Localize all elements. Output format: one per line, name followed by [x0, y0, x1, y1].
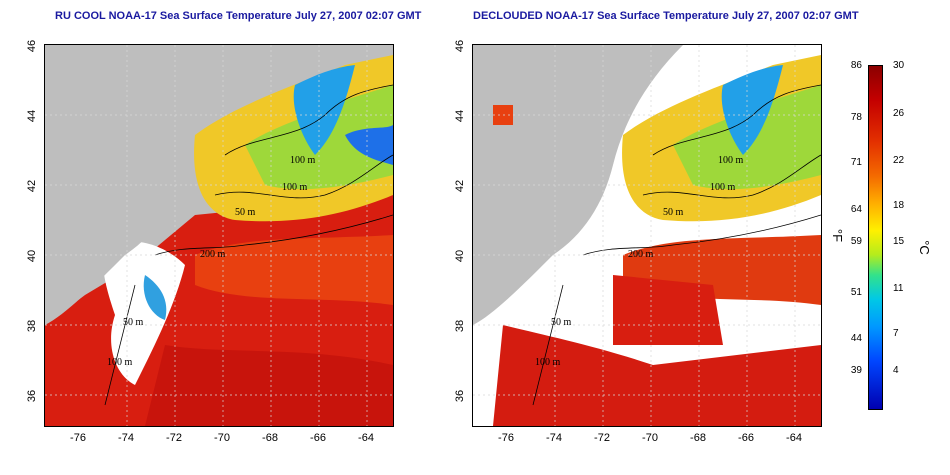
depth-contour-100m-north — [652, 84, 821, 156]
celsius-tick: 26 — [893, 108, 905, 119]
lon-tick-label: -64 — [358, 432, 374, 444]
lat-tick-label: 46 — [454, 39, 466, 53]
fahrenheit-tick: 64 — [850, 204, 862, 215]
fahrenheit-tick: 59 — [850, 236, 862, 247]
left-map-canvas: 100 m 100 m 50 m 200 m 100 m 50 m — [45, 45, 393, 426]
lon-tick-label: -76 — [498, 432, 514, 444]
coastal-cool-patch — [143, 275, 167, 320]
lon-tick-label: -68 — [262, 432, 278, 444]
lon-tick-label: -64 — [786, 432, 802, 444]
gulf-stream-region — [195, 235, 393, 305]
lat-tick-label: 42 — [454, 179, 466, 193]
celsius-tick: 22 — [893, 155, 905, 166]
offshore-warm-region — [145, 345, 393, 426]
lon-tick-label: -66 — [310, 432, 326, 444]
fahrenheit-tick: 51 — [850, 287, 862, 298]
lon-tick-label: -74 — [546, 432, 562, 444]
lon-tick-label: -72 — [166, 432, 182, 444]
lon-tick-label: -68 — [690, 432, 706, 444]
lat-tick-label: 44 — [26, 109, 38, 123]
depth-contour-200m — [154, 214, 393, 256]
lat-tick-label: 36 — [454, 389, 466, 403]
contour-label: 100 m — [710, 182, 736, 193]
contour-label: 200 m — [200, 249, 226, 260]
contour-label: 50 m — [663, 207, 684, 218]
lat-tick-label: 38 — [454, 319, 466, 333]
lon-tick-label: -74 — [118, 432, 134, 444]
contour-label: 100 m — [282, 182, 308, 193]
cloud-region — [103, 241, 185, 385]
lon-tick-label: -70 — [642, 432, 658, 444]
lat-tick-label: 44 — [454, 109, 466, 123]
lat-tick-label: 40 — [454, 249, 466, 263]
contour-label: 100 m — [535, 357, 561, 368]
celsius-unit-label: °C — [916, 240, 932, 255]
contour-label: 100 m — [718, 155, 744, 166]
fahrenheit-tick: 86 — [850, 60, 862, 71]
depth-contour-200m — [582, 214, 821, 256]
contour-label: 50 m — [551, 317, 572, 328]
contour-label: 50 m — [235, 207, 256, 218]
left-map-title: RU COOL NOAA-17 Sea Surface Temperature … — [55, 10, 422, 22]
fahrenheit-tick: 78 — [850, 112, 862, 123]
lon-tick-label: -72 — [594, 432, 610, 444]
warm-ocean-region — [613, 275, 723, 345]
graticule — [45, 45, 393, 426]
contour-label: 50 m — [123, 317, 144, 328]
celsius-tick: 30 — [893, 60, 905, 71]
fahrenheit-tick: 44 — [850, 333, 862, 344]
depth-contour-coastal — [532, 284, 564, 406]
left-sst-map: 100 m 100 m 50 m 200 m 100 m 50 m — [44, 44, 394, 427]
lon-tick-label: -70 — [214, 432, 230, 444]
celsius-tick: 4 — [893, 365, 899, 376]
lat-tick-label: 46 — [26, 39, 38, 53]
depth-contour-100m — [214, 154, 393, 199]
lon-tick-label: -76 — [70, 432, 86, 444]
right-sst-map: 100 m 100 m 50 m 200 m 100 m 50 m — [472, 44, 822, 427]
graticule — [473, 45, 821, 426]
fahrenheit-tick: 39 — [850, 365, 862, 376]
cold-water-region — [721, 65, 783, 155]
lat-tick-label: 42 — [26, 179, 38, 193]
right-map-canvas: 100 m 100 m 50 m 200 m 100 m 50 m — [473, 45, 821, 426]
fahrenheit-unit-label: °F — [830, 228, 846, 243]
contour-label: 100 m — [107, 357, 133, 368]
fahrenheit-tick: 71 — [850, 157, 862, 168]
celsius-tick: 18 — [893, 200, 905, 211]
temperature-colorbar — [868, 65, 883, 410]
contour-label: 200 m — [628, 249, 654, 260]
lat-tick-label: 38 — [26, 319, 38, 333]
depth-contour-100m-north — [224, 84, 393, 156]
cold-water-region — [293, 65, 355, 155]
lat-tick-label: 36 — [26, 389, 38, 403]
lat-tick-label: 40 — [26, 249, 38, 263]
offshore-warm-region — [493, 325, 821, 426]
celsius-tick: 11 — [893, 283, 904, 294]
right-map-title: DECLOUDED NOAA-17 Sea Surface Temperatur… — [473, 10, 859, 22]
celsius-tick: 15 — [893, 236, 905, 247]
contour-label: 100 m — [290, 155, 316, 166]
celsius-tick: 7 — [893, 328, 899, 339]
depth-contour-coastal — [104, 284, 136, 406]
cold-water-region-east — [345, 125, 393, 165]
lon-tick-label: -66 — [738, 432, 754, 444]
depth-contour-100m — [642, 154, 821, 199]
